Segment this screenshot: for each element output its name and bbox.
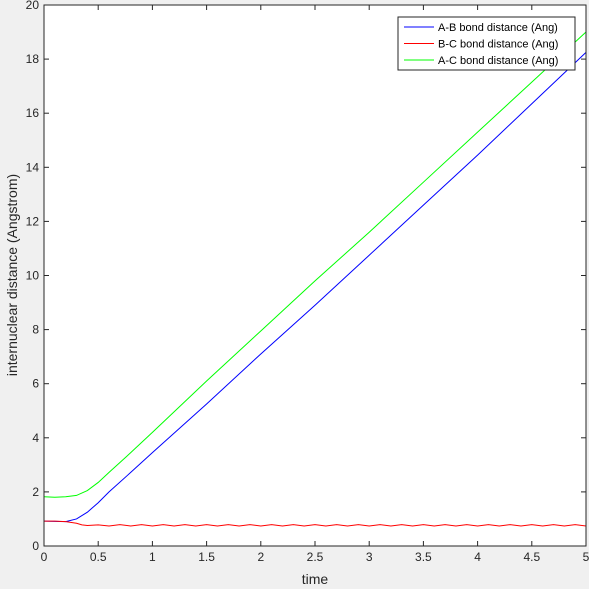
x-tick-label: 2 [257, 550, 264, 564]
x-tick-label: 3 [366, 550, 373, 564]
y-tick-label: 4 [32, 431, 39, 445]
series-line-3 [43, 31, 587, 498]
x-tick-label: 1 [149, 550, 156, 564]
y-tick-label: 10 [26, 269, 40, 283]
y-tick-label: 8 [32, 323, 39, 337]
y-tick-label: 0 [32, 539, 39, 553]
y-tick-label: 18 [26, 52, 40, 66]
legend-label-1: A-B bond distance (Ang) [438, 22, 558, 34]
x-tick-label: 0 [41, 550, 48, 564]
y-tick-label: 6 [32, 377, 39, 391]
y-axis-label: internuclear distance (Angstrom) [4, 174, 20, 376]
y-tick-label: 12 [26, 214, 40, 228]
legend-label-2: B-C bond distance (Ang) [438, 39, 558, 51]
x-axis-label: time [302, 571, 329, 587]
x-tick-label: 3.5 [415, 550, 432, 564]
series-layer [43, 31, 587, 527]
tick-layer: 0 0.5 1 1.5 2 2.5 3 3.5 4 4.5 5 0 2 4 6 8 10 12 14 16 18 20 [26, 0, 589, 564]
x-tick-label: 2.5 [307, 550, 324, 564]
x-tick-label: 4 [474, 550, 481, 564]
legend-label-3: A-C bond distance (Ang) [438, 55, 558, 67]
x-tick-label: 5 [583, 550, 589, 564]
series-line-2 [44, 520, 587, 527]
series-line-1 [43, 51, 587, 523]
x-tick-label: 4.5 [523, 550, 540, 564]
x-tick-label: 1.5 [198, 550, 215, 564]
y-tick-label: 14 [26, 160, 40, 174]
x-tick-label: 0.5 [90, 550, 107, 564]
y-tick-label: 2 [32, 485, 39, 499]
y-tick-label: 16 [26, 106, 40, 120]
plot-area [44, 5, 586, 546]
y-tick-label: 20 [26, 0, 40, 12]
legend[interactable]: A-B bond distance (Ang) B-C bond distance… [397, 16, 576, 71]
